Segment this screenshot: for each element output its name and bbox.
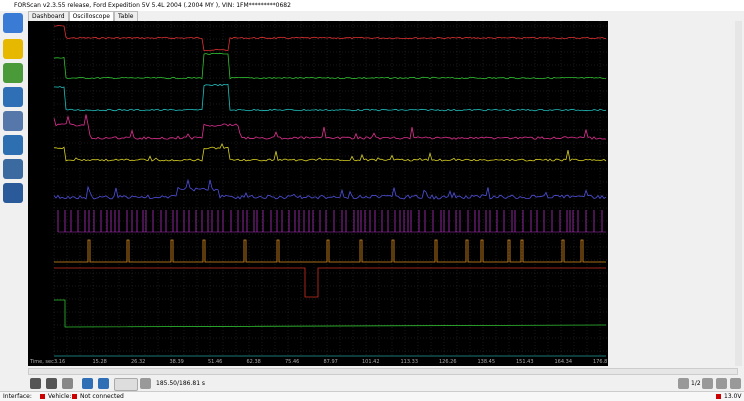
tabs: Dashboard Oscilloscope Table <box>28 11 138 21</box>
pulse-wave <box>54 239 606 263</box>
status-bar: Interface: Vehicle: Not connected 13.0V <box>0 391 744 401</box>
x-tick-label: 26.32 <box>131 359 145 365</box>
x-tick-label: 15.28 <box>93 359 107 365</box>
x-tick-label: 151.43 <box>516 359 534 365</box>
oscilloscope: Time, sec 3.16 15.28 26.32 38.39 51.46 62.38 7… <box>28 21 608 366</box>
x-tick-label: 3.16 <box>54 359 65 365</box>
x-tick-label: 75.46 <box>285 359 299 365</box>
button[interactable] <box>730 378 741 389</box>
dropdown[interactable] <box>114 378 138 391</box>
v-scrollbar[interactable] <box>735 21 742 366</box>
icon[interactable] <box>3 183 23 203</box>
button[interactable] <box>702 378 713 389</box>
button[interactable] <box>678 378 689 389</box>
icon[interactable] <box>3 135 23 155</box>
interface-label: Interface: <box>3 393 32 400</box>
button[interactable] <box>140 378 151 389</box>
x-tick-label: 101.42 <box>362 359 380 365</box>
toolbar: 185.50/186.81 s 1/2 <box>0 377 744 391</box>
icon[interactable] <box>3 159 23 179</box>
button[interactable] <box>716 378 727 389</box>
icon[interactable] <box>3 13 23 33</box>
waveform <box>54 143 607 162</box>
x-tick-label: 164.34 <box>555 359 573 365</box>
waveform <box>53 114 607 140</box>
window-title: FORScan v2.3.55 release, Ford Expedition… <box>14 2 291 9</box>
waveform <box>54 299 607 328</box>
button[interactable] <box>30 378 41 389</box>
waveform <box>53 24 607 52</box>
x-axis-label: Time, sec <box>29 359 54 365</box>
time-readout: 185.50/186.81 s <box>156 380 206 387</box>
tab[interactable]: Dashboard <box>28 11 69 21</box>
zoom: 1/2 <box>691 380 701 387</box>
waveform <box>53 178 607 200</box>
x-tick-label: 38.39 <box>170 359 184 365</box>
voltage: 13.0V <box>724 393 742 400</box>
button[interactable] <box>46 378 57 389</box>
x-tick-label: 126.26 <box>439 359 457 365</box>
vehicle-label: Vehicle: <box>48 393 72 400</box>
connection-status: Not connected <box>80 393 124 400</box>
x-tick-label: 51.46 <box>208 359 222 365</box>
tab[interactable]: Oscilloscope <box>68 11 114 21</box>
button[interactable] <box>62 378 73 389</box>
h-scrollbar[interactable] <box>28 368 738 375</box>
waveform <box>53 52 607 80</box>
button[interactable] <box>98 378 109 389</box>
x-tick-label: 87.97 <box>324 359 338 365</box>
plot-bg <box>28 21 608 366</box>
x-tick-label: 138.45 <box>478 359 496 365</box>
x-tick-label: 113.33 <box>401 359 419 365</box>
icon[interactable] <box>3 39 23 59</box>
x-tick-label: 176.81 <box>593 359 608 365</box>
button[interactable] <box>82 378 93 389</box>
sidebar <box>0 11 26 366</box>
waveform <box>53 83 607 112</box>
waveform <box>54 267 606 298</box>
title-bar: FORScan v2.3.55 release, Ford Expedition… <box>0 0 744 11</box>
icon[interactable] <box>3 87 23 107</box>
x-tick-label: 62.38 <box>247 359 261 365</box>
square-wave <box>57 210 603 232</box>
icon[interactable] <box>3 111 23 131</box>
icon[interactable] <box>3 63 23 83</box>
tab[interactable]: Table <box>113 11 138 21</box>
